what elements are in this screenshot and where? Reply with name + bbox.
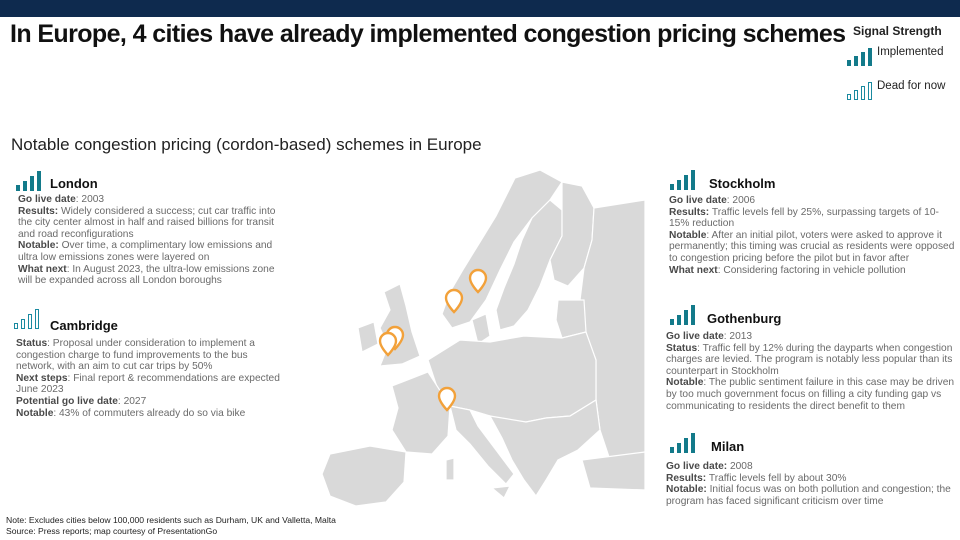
milan-details: Go live date: 2008 Results: Traffic leve… — [666, 461, 951, 507]
map-turkey — [581, 451, 645, 491]
cambridge-details: Status: Proposal under consideration to … — [16, 338, 280, 419]
london-name: London — [50, 176, 98, 191]
cambridge-signal-icon — [14, 309, 39, 329]
map-iberia — [321, 445, 407, 507]
london-signal-icon — [16, 171, 41, 191]
signal-strong-icon — [847, 48, 872, 66]
map-denmark — [471, 313, 491, 345]
london-details: Go live date: 2003 Results: Widely consi… — [18, 194, 276, 287]
footnote-source: Source: Press reports; map courtesy of P… — [6, 525, 218, 536]
footnote-note: Note: Excludes cities below 100,000 resi… — [6, 515, 336, 525]
cambridge-name: Cambridge — [50, 318, 118, 333]
pin-gothenburg — [444, 288, 464, 314]
map-baltics — [555, 299, 587, 339]
map-ireland — [357, 321, 379, 353]
map-italy — [449, 405, 515, 485]
header-bar — [0, 0, 960, 17]
map-finland — [549, 181, 595, 287]
footnote: Note: Excludes cities below 100,000 resi… — [6, 515, 336, 536]
pin-london — [378, 331, 398, 357]
pin-milan — [437, 386, 457, 412]
signal-strength-legend: Signal Strength Implemented Dead for now — [845, 24, 957, 100]
page-subtitle: Notable congestion pricing (cordon-based… — [11, 135, 482, 154]
milan-signal-icon — [670, 433, 695, 453]
map-sardinia — [445, 457, 455, 481]
signal-weak-icon — [847, 82, 872, 100]
map-sicily — [490, 485, 512, 499]
europe-map — [321, 169, 645, 507]
pin-stockholm — [468, 268, 488, 294]
gothenburg-details: Go live date: 2013 Status: Traffic fell … — [666, 331, 955, 412]
legend-dead-label: Dead for now — [877, 80, 946, 92]
gothenburg-name: Gothenburg — [707, 311, 782, 326]
legend-title: Signal Strength — [853, 24, 942, 38]
stockholm-details: Go live date: 2006 Results: Traffic leve… — [669, 195, 955, 276]
gothenburg-signal-icon — [670, 305, 695, 325]
map-balkans — [488, 399, 601, 498]
legend-implemented-label: Implemented — [877, 46, 944, 58]
milan-name: Milan — [711, 439, 745, 454]
stockholm-signal-icon — [670, 170, 695, 190]
page-title: In Europe, 4 cities have already impleme… — [10, 20, 846, 48]
map-france — [391, 371, 451, 455]
stockholm-name: Stockholm — [709, 176, 776, 191]
map-norway — [441, 169, 563, 329]
